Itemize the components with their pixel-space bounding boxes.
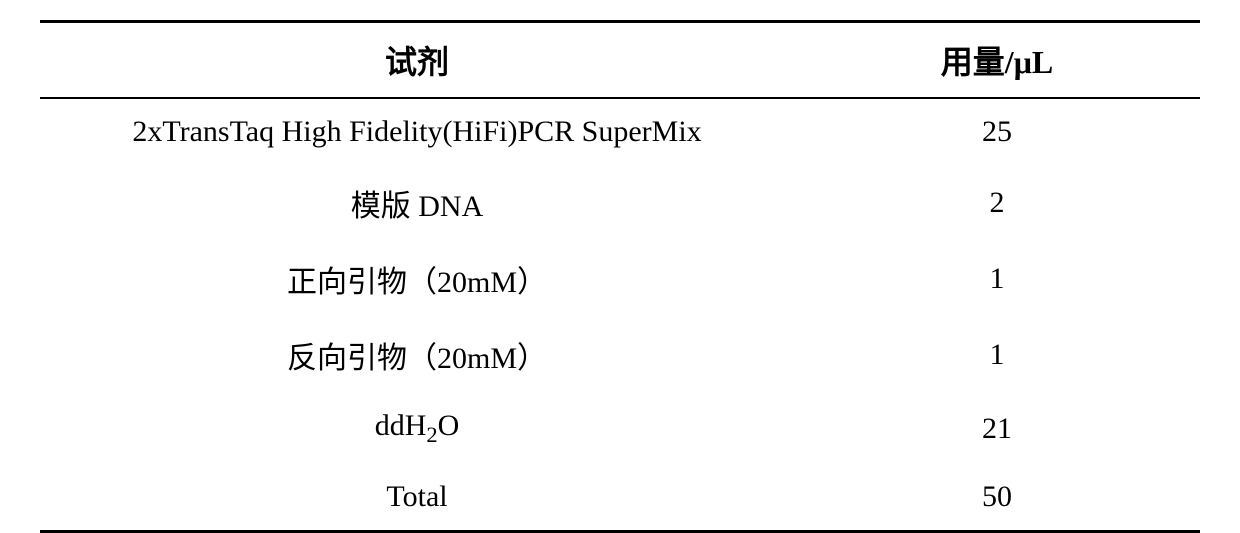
- table-row: 反向引物（20mM） 1: [40, 317, 1200, 393]
- table-header-row: 试剂 用量/μL: [40, 22, 1200, 99]
- cell-amount: 1: [794, 317, 1200, 393]
- cell-reagent: ddH2O: [40, 393, 794, 464]
- table-row: 2xTransTaq High Fidelity(HiFi)PCR SuperM…: [40, 98, 1200, 165]
- pcr-reagent-table: 试剂 用量/μL 2xTransTaq High Fidelity(HiFi)P…: [40, 20, 1200, 533]
- table-row: 模版 DNA 2: [40, 165, 1200, 241]
- cell-amount: 1: [794, 241, 1200, 317]
- cell-reagent: Total: [40, 464, 794, 532]
- cell-amount: 50: [794, 464, 1200, 532]
- column-header-reagent: 试剂: [40, 22, 794, 99]
- column-header-amount: 用量/μL: [794, 22, 1200, 99]
- table-row: Total 50: [40, 464, 1200, 532]
- cell-amount: 25: [794, 98, 1200, 165]
- cell-amount: 21: [794, 393, 1200, 464]
- cell-reagent: 模版 DNA: [40, 165, 794, 241]
- cell-reagent: 反向引物（20mM）: [40, 317, 794, 393]
- cell-reagent: 2xTransTaq High Fidelity(HiFi)PCR SuperM…: [40, 98, 794, 165]
- cell-reagent: 正向引物（20mM）: [40, 241, 794, 317]
- table-row: 正向引物（20mM） 1: [40, 241, 1200, 317]
- cell-amount: 2: [794, 165, 1200, 241]
- table-row: ddH2O 21: [40, 393, 1200, 464]
